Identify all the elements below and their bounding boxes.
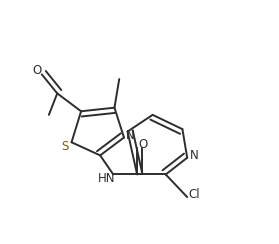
Text: HN: HN	[98, 172, 115, 185]
Text: O: O	[33, 63, 42, 77]
Text: O: O	[138, 138, 148, 151]
Text: S: S	[61, 140, 69, 153]
Text: N: N	[189, 149, 198, 162]
Text: N: N	[126, 129, 135, 142]
Text: Cl: Cl	[189, 188, 200, 201]
